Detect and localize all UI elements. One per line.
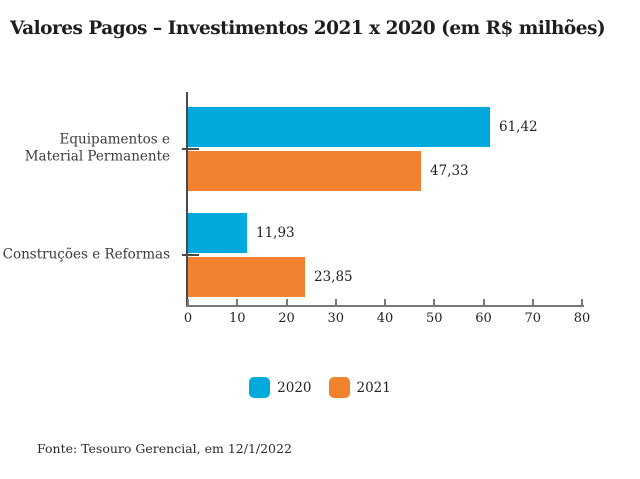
x-axis-tick-label: 10 (228, 311, 246, 326)
legend-entry-2020: 2020 (249, 377, 312, 398)
category-label-line: Material Permanente (24, 149, 170, 165)
legend-swatch-2021 (328, 377, 350, 398)
x-axis-tick-label: 70 (524, 311, 542, 326)
bar-value-label: 11,93 (256, 225, 295, 241)
x-axis-tick (581, 299, 583, 305)
x-axis-tick (285, 299, 288, 305)
category-tick (182, 254, 199, 256)
category-label: Equipamentos e Material Permanente (0, 132, 178, 167)
category-label-line: Equipamentos e (59, 131, 170, 148)
x-axis-tick-label: 0 (183, 311, 193, 326)
bar-2020-2 (188, 213, 247, 253)
x-axis-tick-label: 50 (425, 311, 443, 326)
category-tick (182, 148, 199, 150)
bar-chart: Equipamentos e Material Permanente Constru… (0, 85, 640, 340)
legend-label: 2020 (277, 379, 312, 396)
x-axis-tick (236, 299, 239, 305)
bar-value-label: 47,33 (430, 163, 469, 179)
bar-2021-1 (188, 151, 421, 191)
bar-value-label: 61,42 (499, 119, 538, 135)
legend-entry-2021: 2021 (328, 377, 391, 398)
x-axis-tick (482, 299, 485, 305)
x-axis-tick (384, 299, 386, 305)
plot-area: 61,42 47,33 11,93 23,85 0 10 20 30 40 50 60 70 80 (182, 92, 590, 326)
x-axis-tick (531, 299, 534, 305)
legend-label: 2021 (356, 379, 391, 396)
page-title: Valores Pagos – Investimentos 2021 x 202… (10, 18, 606, 39)
x-axis-tick-label: 40 (376, 311, 394, 326)
source-note: Fonte: Tesouro Gerencial, em 12/1/2022 (37, 441, 292, 456)
x-axis-tick-label: 30 (327, 311, 345, 326)
category-label: Construções e Reformas (0, 246, 178, 263)
x-axis-tick-label: 20 (278, 311, 295, 326)
x-axis-tick-label: 80 (573, 311, 591, 326)
x-axis-tick-label: 60 (475, 311, 492, 326)
legend: 2020 2021 (0, 377, 640, 398)
category-label-line: Construções e Reformas (2, 246, 170, 263)
x-axis-tick (433, 299, 436, 305)
bar-value-label: 23,85 (314, 269, 353, 285)
bar-2021-2 (188, 257, 305, 297)
legend-swatch-2020 (249, 377, 271, 398)
x-axis-line (186, 305, 584, 307)
bar-2020-1 (188, 107, 490, 147)
x-axis-tick (334, 299, 337, 305)
x-axis-tick (187, 299, 189, 305)
